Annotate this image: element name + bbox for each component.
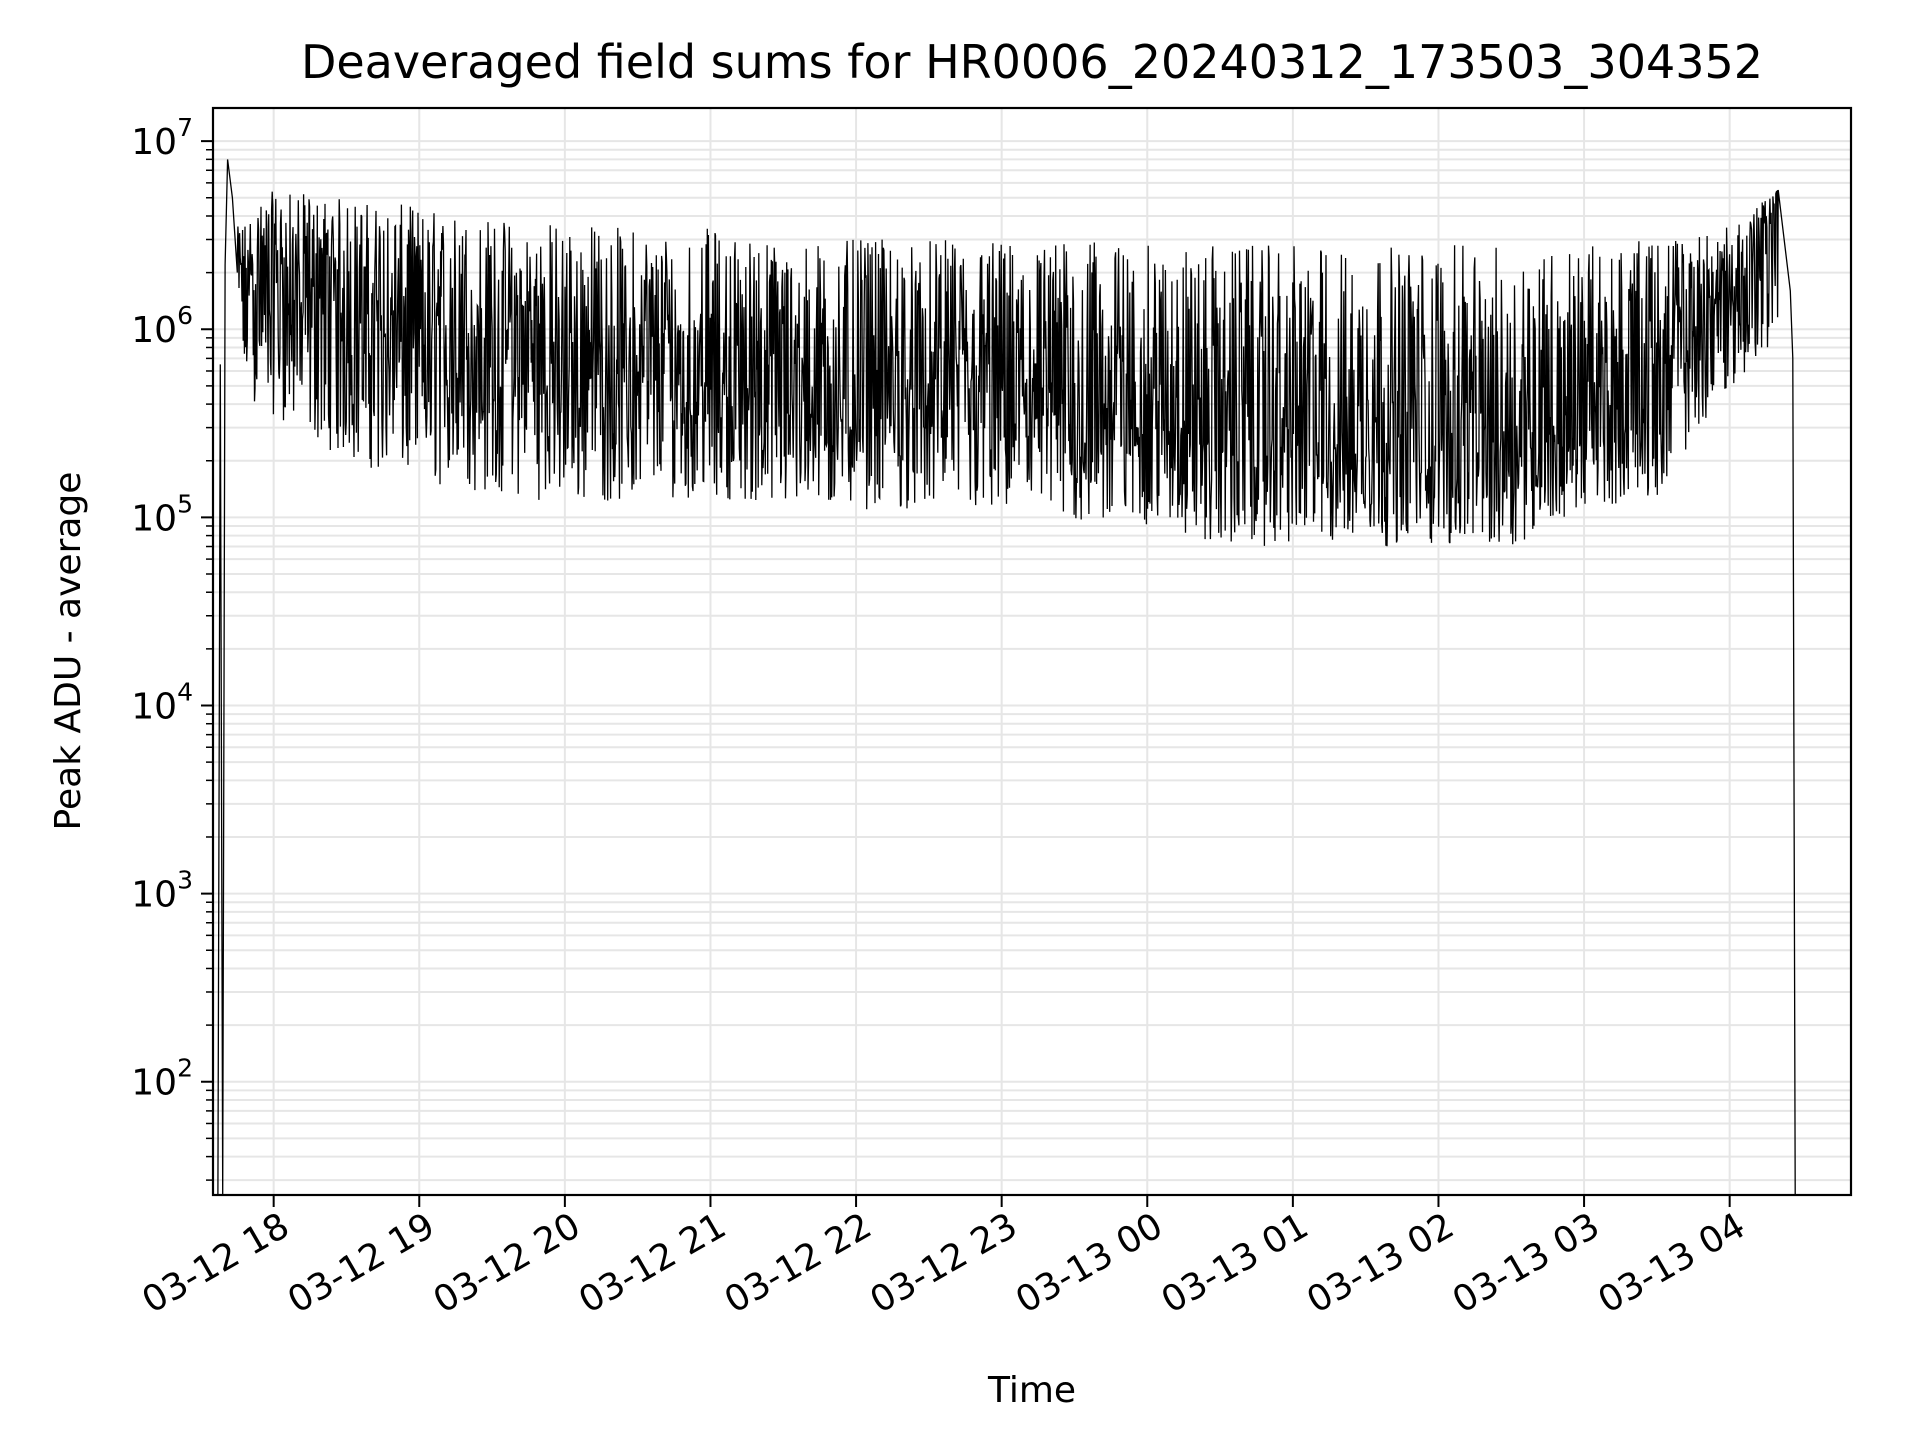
y-tick-label: 103 [131, 866, 193, 916]
y-tick-label: 104 [131, 677, 193, 727]
y-tick-label: 102 [131, 1054, 193, 1104]
plot-area [211, 106, 1853, 1197]
x-axis-label: Time [987, 1370, 1076, 1411]
chart-title: Deaveraged field sums for HR0006_2024031… [301, 35, 1763, 89]
y-tick-label: 107 [131, 113, 193, 163]
plot-frame [211, 106, 1853, 1197]
data-series [217, 159, 1796, 1195]
series-line [217, 159, 1796, 1195]
y-axis: 102 103 104 105 106 107 [131, 113, 213, 1181]
y-tick-label: 106 [131, 301, 193, 351]
y-axis-label: Peak ADU - average [48, 472, 89, 831]
y-tick-label: 105 [131, 489, 193, 539]
